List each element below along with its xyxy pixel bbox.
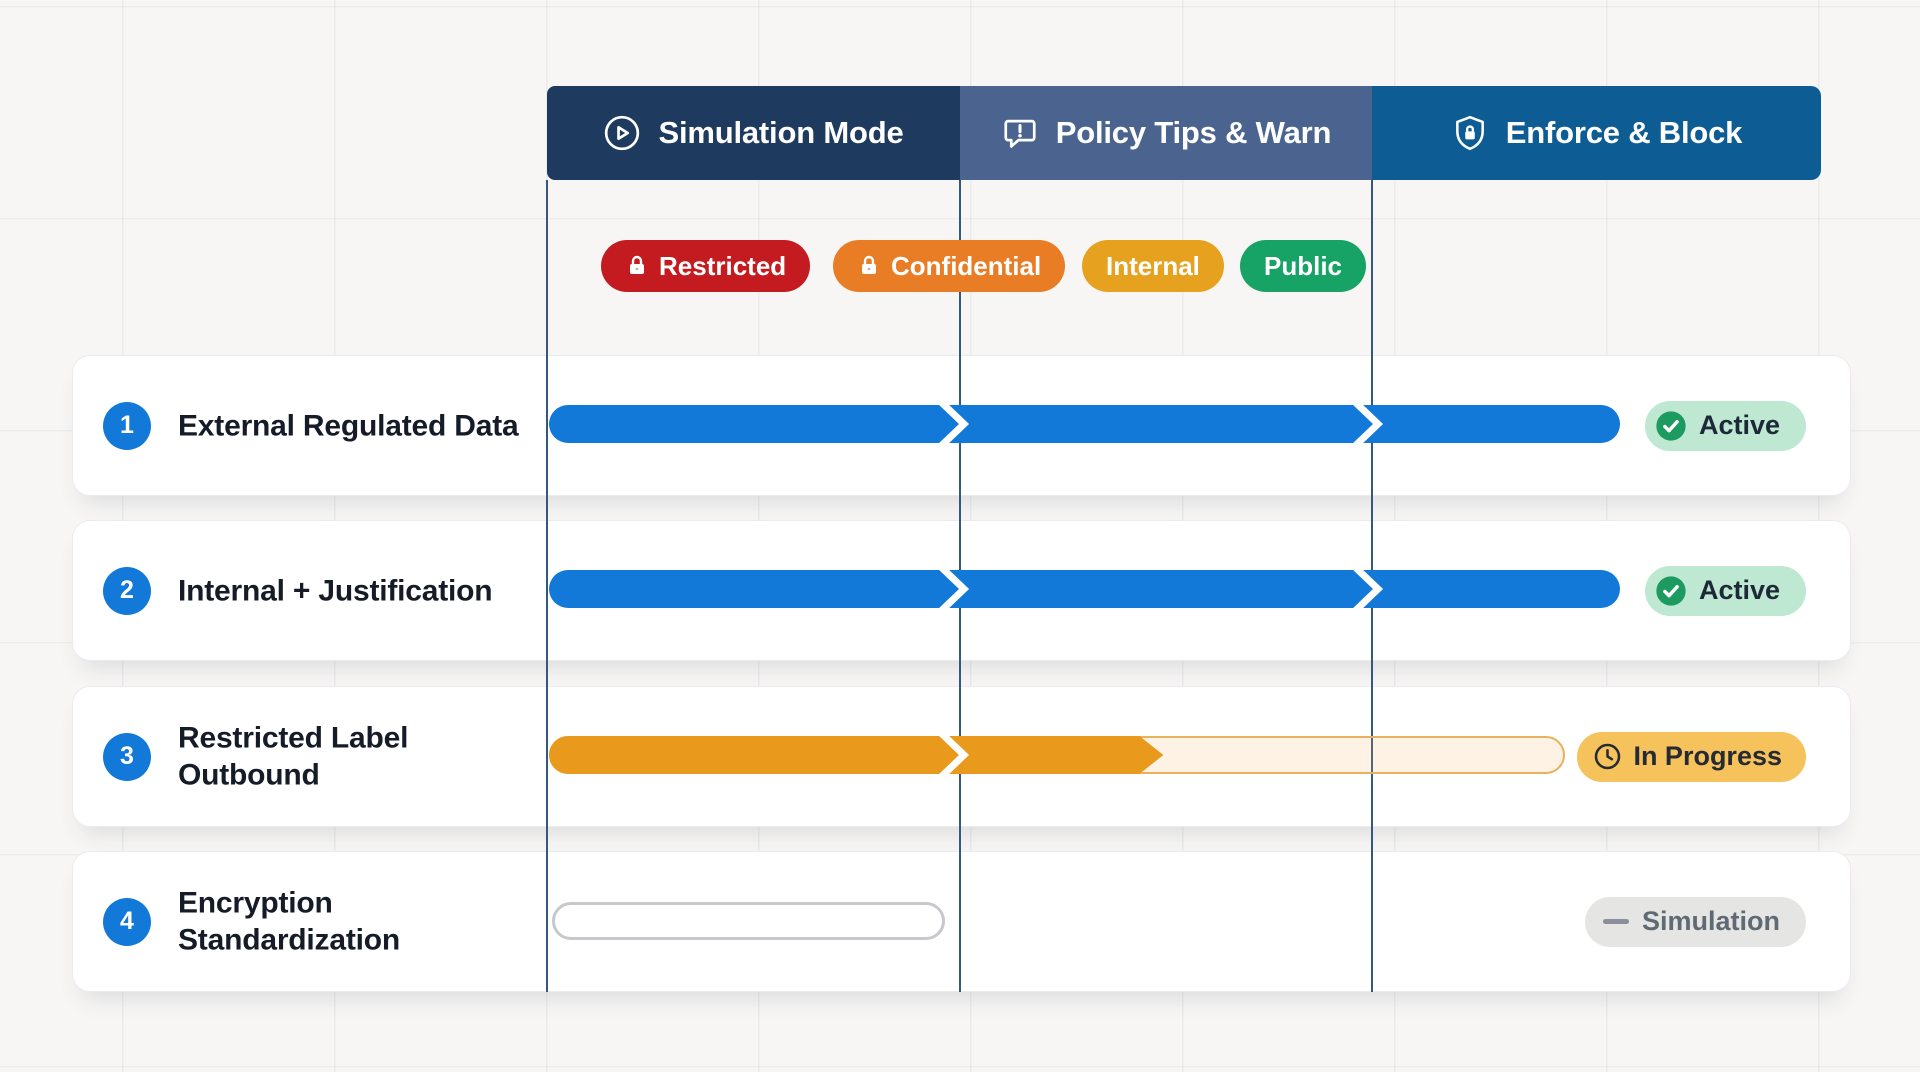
phase-divider (546, 180, 548, 992)
label-text: Internal (1106, 250, 1200, 281)
status-label: Active (1698, 575, 1780, 605)
phase-simulation-mode: Simulation Mode (547, 86, 960, 180)
lock-icon (862, 255, 876, 274)
progress-fill (549, 570, 1621, 608)
phase-label: Simulation Mode (658, 115, 904, 150)
phase-label: Policy Tips & Warn (1055, 115, 1332, 150)
progress-fill (549, 736, 1163, 774)
phase-boundary-chevron-icon (1352, 399, 1383, 449)
status-badge-active: Active (1644, 565, 1806, 616)
play-circle-icon (605, 115, 640, 151)
row-number-badge: 4 (103, 897, 151, 946)
label-text: Public (1264, 250, 1343, 281)
phase-label: Enforce & Block (1505, 115, 1743, 150)
shield-lock-icon (1455, 115, 1484, 151)
initiative-title: External Regulated Data (178, 408, 519, 442)
initiative-title: Internal + Justification (178, 573, 493, 607)
phase-boundary-chevron-icon (938, 730, 970, 780)
phase-boundary-chevron-icon (938, 399, 970, 449)
phase-policy-tips-warn: Policy Tips & Warn (960, 86, 1372, 180)
status-label: Active (1698, 410, 1780, 440)
status-badge-in-progress: In Progress (1577, 731, 1806, 782)
empty-bar (551, 902, 945, 940)
clock-icon (1595, 743, 1621, 770)
label-chip-public: Public (1240, 240, 1367, 292)
check-circle-icon (1656, 410, 1686, 441)
phase-header: Simulation Mode Policy Tips & Warn Enfor… (547, 86, 1821, 180)
label-chip-restricted: Restricted (601, 240, 811, 292)
timeline-bar-row-1 (549, 399, 1821, 449)
timeline-bar-row-2 (549, 564, 1821, 614)
status-badge-simulation: Simulation (1584, 896, 1806, 947)
progress-fill (549, 405, 1621, 443)
dash-icon (1602, 919, 1629, 924)
initiative-card-4: 4 Encryption Standardization Simulation (72, 851, 1851, 992)
row-number-badge: 3 (103, 732, 151, 781)
label-chip-confidential: Confidential (833, 240, 1066, 292)
status-label: In Progress (1633, 741, 1782, 771)
check-circle-icon (1656, 575, 1686, 606)
row-number-badge: 1 (103, 401, 151, 450)
row-number-badge: 2 (103, 566, 151, 615)
timeline-bar-row-4 (549, 902, 1821, 940)
lock-icon (630, 255, 644, 274)
label-text: Restricted (659, 250, 787, 281)
label-text: Confidential (891, 250, 1042, 281)
status-label: Simulation (1641, 906, 1780, 936)
initiative-title: Restricted Label Outbound (178, 721, 409, 792)
timeline-bar-row-3 (549, 730, 1821, 780)
label-chip-internal: Internal (1082, 240, 1224, 292)
phase-enforce-block: Enforce & Block (1372, 86, 1821, 180)
phase-boundary-chevron-icon (1352, 564, 1383, 614)
initiative-title: Encryption Standardization (178, 886, 401, 957)
alert-bubble-icon (1004, 119, 1036, 148)
status-badge-active: Active (1644, 400, 1806, 451)
phase-boundary-chevron-icon (938, 564, 970, 614)
